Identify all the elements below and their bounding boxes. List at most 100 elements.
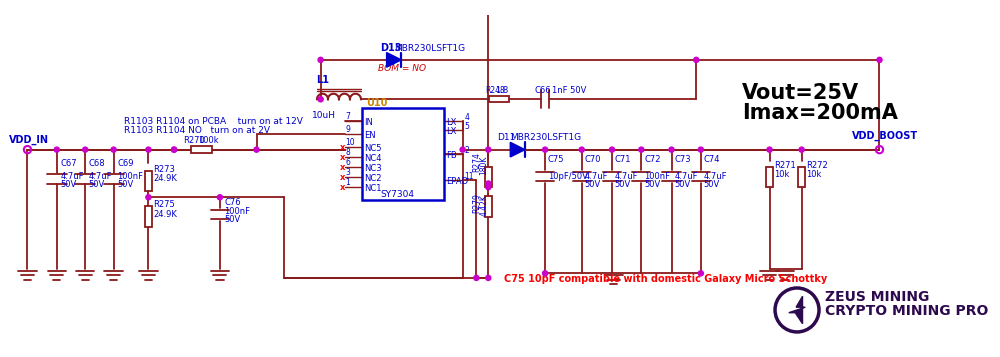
Text: MBR230LSFT1G: MBR230LSFT1G [510,134,581,142]
Circle shape [639,147,644,152]
Text: D13: D13 [380,43,402,53]
Text: EN: EN [365,131,376,140]
Text: 1: 1 [345,178,350,187]
Text: 6: 6 [345,158,350,167]
Circle shape [171,147,177,152]
Text: 50V: 50V [60,180,77,189]
Circle shape [111,147,116,152]
Circle shape [146,147,151,152]
Text: C66: C66 [534,86,551,95]
Polygon shape [387,52,401,67]
Text: 10k: 10k [806,170,822,179]
Circle shape [486,147,491,152]
Text: C70: C70 [584,155,601,165]
Text: C75: C75 [548,155,564,165]
Text: BOM = NO: BOM = NO [378,64,426,73]
Text: 10: 10 [345,138,355,147]
Text: MBR230LSFT1G: MBR230LSFT1G [394,44,465,53]
Text: 10uH: 10uH [311,111,335,120]
Text: 11: 11 [464,172,474,181]
Text: SY7304: SY7304 [380,190,414,199]
Bar [145,171,152,191]
Text: 5: 5 [464,122,469,131]
Text: C73: C73 [674,155,691,165]
Bar [485,167,492,187]
Text: D11: D11 [497,134,516,142]
Text: CRYPTO MINING PRO: CRYPTO MINING PRO [825,305,988,318]
Circle shape [579,147,584,152]
Text: 4.7uF: 4.7uF [584,172,608,181]
Bar [191,146,212,153]
Text: 4.7uF: 4.7uF [674,172,698,181]
Text: 4.7uF: 4.7uF [60,172,84,181]
Text: Vout=25V: Vout=25V [742,83,859,103]
Text: R1103 R1104 NO   turn on at 2V: R1103 R1104 NO turn on at 2V [124,126,270,135]
Text: x: x [340,153,345,162]
Text: ZEUS MINING: ZEUS MINING [825,290,929,304]
Circle shape [217,195,222,200]
Text: 100nF: 100nF [224,207,250,216]
Text: R275: R275 [153,200,175,209]
Text: 2: 2 [464,146,469,155]
Text: LX: LX [446,127,457,136]
Circle shape [694,57,699,62]
Circle shape [698,271,703,276]
Text: C74: C74 [704,155,720,165]
Text: 50V: 50V [224,215,241,224]
Text: C72: C72 [644,155,661,165]
Circle shape [543,271,548,276]
Circle shape [609,147,615,152]
Text: x: x [340,163,345,172]
Text: NC1: NC1 [365,184,382,193]
Circle shape [767,147,772,152]
Text: R273: R273 [153,165,175,174]
Text: 50V: 50V [615,180,631,189]
Circle shape [698,147,703,152]
Text: C71: C71 [615,155,631,165]
Text: EPAD: EPAD [446,177,468,186]
Text: 3: 3 [345,168,350,177]
Text: NC5: NC5 [365,144,382,152]
Text: 10k: 10k [774,170,790,179]
Text: 100k: 100k [198,136,219,145]
Text: U10: U10 [366,98,388,108]
Text: NC3: NC3 [365,164,382,173]
Text: 180K: 180K [479,155,488,175]
Circle shape [486,275,491,281]
Bar [766,167,773,187]
Text: 4: 4 [464,113,469,122]
Text: 8: 8 [345,148,350,157]
Circle shape [486,185,491,190]
Text: 4.42K: 4.42K [479,194,488,216]
Text: 50V: 50V [117,180,134,189]
Bar [798,167,805,187]
Text: NC4: NC4 [365,154,382,163]
Text: 1nF 50V: 1nF 50V [552,86,587,95]
Circle shape [54,147,59,152]
Circle shape [669,147,674,152]
Circle shape [877,57,882,62]
Text: 50V: 50V [674,180,691,189]
Text: LX: LX [446,118,457,127]
Text: x: x [340,173,345,182]
Text: 100nF: 100nF [644,172,670,181]
Circle shape [254,147,259,152]
Text: R248: R248 [486,86,505,95]
Text: 50V: 50V [89,180,105,189]
Text: R279: R279 [472,193,481,213]
Bar [489,96,509,102]
Text: C69: C69 [117,159,134,168]
Text: x: x [340,183,345,192]
Text: R271: R271 [774,161,796,170]
Text: 50V: 50V [704,180,720,189]
Text: 4.7uF: 4.7uF [615,172,638,181]
Circle shape [474,275,479,281]
Text: C75 10pF compatible with domestic Galaxy Micro Schottky: C75 10pF compatible with domestic Galaxy… [504,275,827,285]
Text: 50V: 50V [644,180,660,189]
Circle shape [171,147,177,152]
Circle shape [486,181,491,186]
Text: 4.7uF: 4.7uF [704,172,727,181]
Text: 1.8: 1.8 [495,86,508,95]
Text: VDD_IN: VDD_IN [9,134,49,145]
Bar [362,109,444,200]
